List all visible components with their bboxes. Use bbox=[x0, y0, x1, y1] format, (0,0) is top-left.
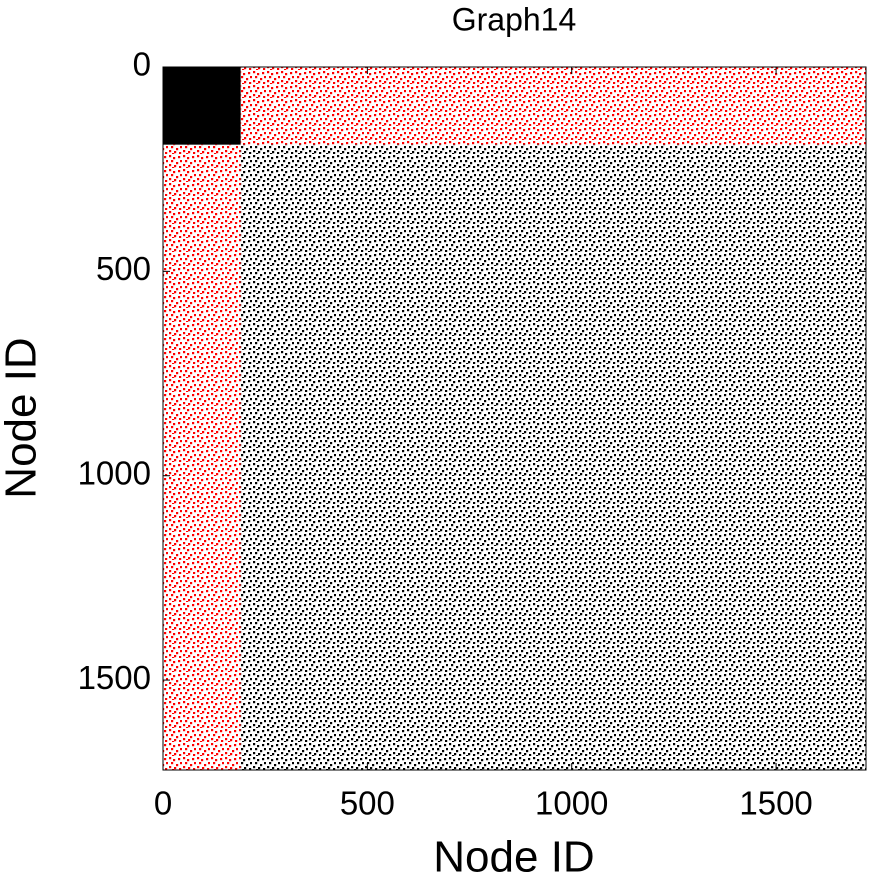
matrix-block bbox=[163, 67, 241, 145]
x-axis-label: Node ID bbox=[433, 833, 594, 882]
y-axis-label: Node ID bbox=[0, 337, 46, 498]
y-tick-label: 500 bbox=[96, 250, 151, 287]
y-tick-label: 0 bbox=[133, 46, 151, 83]
matrix-block bbox=[240, 144, 866, 770]
y-tick-label: 1500 bbox=[78, 659, 151, 696]
matrix-block bbox=[163, 144, 241, 770]
x-tick-label: 1000 bbox=[535, 785, 608, 822]
x-tick-label: 1500 bbox=[739, 785, 812, 822]
x-tick-label: 0 bbox=[154, 785, 172, 822]
x-tick-label: 500 bbox=[340, 785, 395, 822]
matrix-block bbox=[240, 67, 866, 145]
y-tick-label: 1000 bbox=[78, 454, 151, 491]
chart-title: Graph14 bbox=[452, 1, 577, 37]
plot-frame bbox=[162, 66, 867, 771]
